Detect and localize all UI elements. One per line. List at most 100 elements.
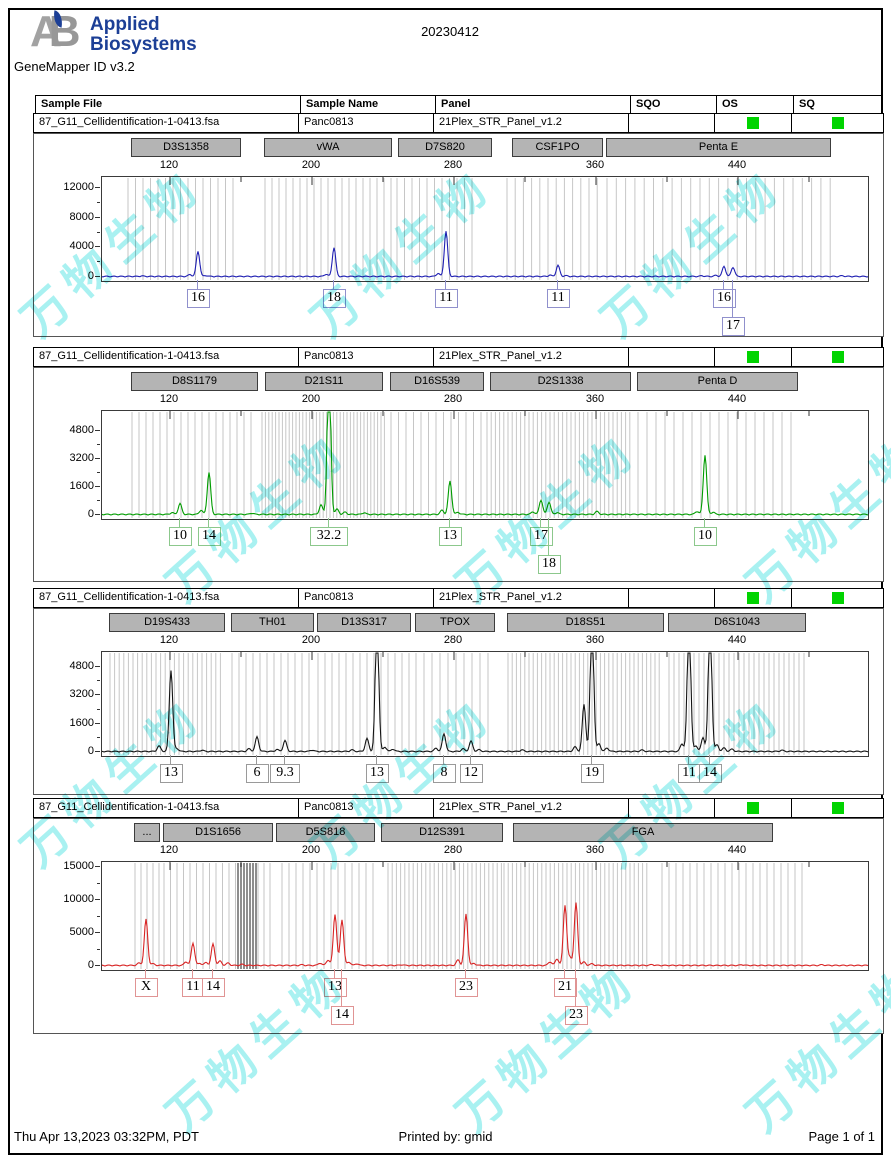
sample-panel-cell: 21Plex_STR_Panel_v1.2	[433, 348, 628, 366]
sample-panel-cell: 21Plex_STR_Panel_v1.2	[433, 589, 628, 607]
x-axis-tick-label: 200	[301, 844, 321, 856]
electropherogram-group: D3S1358 vWA D7S820 CSF1PO Penta E 120 200 280 36…	[33, 133, 884, 337]
column-header-os: OS	[716, 96, 793, 114]
allele-connector-line	[465, 969, 466, 978]
brand-line-2: Biosystems	[90, 34, 197, 55]
x-axis-tick-label: 200	[301, 393, 321, 405]
sample-sqo-cell	[628, 114, 714, 132]
allele-connector-line	[256, 755, 257, 764]
allele-connector-line	[443, 755, 444, 764]
y-axis-tick	[95, 216, 100, 218]
electropherogram-group: D19S433 TH01 D13S317 TPOX D18S51 D6S1043 120 20…	[33, 608, 884, 795]
y-axis-tick-label: 0	[87, 959, 94, 971]
y-axis-minor-tick	[97, 708, 100, 710]
allele-label: 12	[459, 764, 483, 783]
sample-name-cell: Panc0813	[298, 799, 433, 817]
allele-connector-line	[449, 518, 450, 527]
os-pass-indicator	[747, 117, 759, 129]
marker-box: TH01	[231, 613, 314, 632]
os-pass-indicator	[747, 592, 759, 604]
column-header-sqo: SQO	[630, 96, 716, 114]
allele-connector-line	[575, 969, 576, 1006]
marker-box: D2S1338	[490, 372, 631, 391]
sample-os-cell	[714, 114, 791, 132]
sample-panel-cell: 21Plex_STR_Panel_v1.2	[433, 799, 628, 817]
column-header-sq: SQ	[793, 96, 885, 114]
y-axis-tick	[95, 486, 100, 488]
marker-box: TPOX	[415, 613, 495, 632]
y-axis-minor-tick	[97, 500, 100, 502]
sample-sq-cell	[791, 348, 883, 366]
sample-os-cell	[714, 348, 791, 366]
os-pass-indicator	[747, 351, 759, 363]
allele-label: 21	[553, 978, 577, 997]
allele-label: 13	[159, 764, 183, 783]
allele-connector-line	[376, 755, 377, 764]
marker-box: D16S539	[390, 372, 484, 391]
allele-label: 18	[537, 555, 561, 574]
sample-sq-cell	[791, 114, 883, 132]
allele-label: 11	[677, 764, 701, 783]
allele-label: 23	[454, 978, 478, 997]
footer-page-number: Page 1 of 1	[808, 1129, 876, 1144]
app-version: GeneMapper ID v3.2	[14, 59, 135, 74]
allele-label: 17	[721, 317, 745, 336]
marker-box: D5S818	[276, 823, 375, 842]
allele-connector-line	[732, 280, 733, 317]
y-axis-tick	[95, 276, 100, 277]
marker-box: D18S51	[507, 613, 664, 632]
allele-label: 19	[580, 764, 604, 783]
x-axis-tick-label: 280	[443, 634, 463, 646]
allele-label: 14	[201, 978, 225, 997]
allele-connector-line	[208, 518, 209, 527]
y-axis-tick-label: 15000	[63, 860, 94, 873]
allele-label: 32.2	[310, 527, 348, 546]
allele-label: 16	[712, 289, 736, 308]
electropherogram-trace	[102, 652, 868, 753]
allele-connector-line	[212, 969, 213, 978]
marker-box: CSF1PO	[512, 138, 603, 157]
y-axis-tick-label: 10000	[63, 893, 94, 906]
y-axis-minor-tick	[97, 680, 100, 682]
allele-label: 13	[365, 764, 389, 783]
sample-file-cell: 87_G11_Cellidentification-1-0413.fsa	[39, 591, 220, 603]
allele-label: 11	[546, 289, 570, 308]
x-axis-tick-label: 120	[159, 844, 179, 856]
y-axis-minor-tick	[97, 948, 100, 950]
allele-label: 13	[323, 978, 347, 997]
electropherogram-group: D8S1179 D21S11 D16S539 D2S1338 Penta D 120 200…	[33, 367, 884, 582]
marker-box: D21S11	[265, 372, 383, 391]
allele-connector-line	[179, 518, 180, 527]
y-axis-tick	[95, 932, 100, 934]
sample-sqo-cell	[628, 348, 714, 366]
trace-svg	[102, 177, 868, 280]
marker-box: D12S391	[381, 823, 503, 842]
y-axis-tick	[95, 722, 100, 724]
electropherogram-trace	[102, 411, 868, 516]
y-axis-tick	[95, 430, 100, 432]
x-axis-tick-label: 280	[443, 393, 463, 405]
x-axis-tick-label: 280	[443, 844, 463, 856]
report-date: 20230412	[421, 24, 479, 39]
electropherogram-trace	[102, 231, 868, 278]
x-axis-tick-label: 360	[585, 844, 605, 856]
y-axis-tick-label: 3200	[69, 688, 94, 701]
sample-row: 87_G11_Cellidentification-1-0413.fsa Panc…	[33, 347, 884, 367]
sample-sqo-cell	[628, 589, 714, 607]
marker-box: D7S820	[398, 138, 492, 157]
marker-box: Penta E	[606, 138, 831, 157]
x-axis-tick-label: 360	[585, 159, 605, 171]
y-axis-minor-tick	[97, 201, 100, 203]
x-axis-tick-label: 120	[159, 159, 179, 171]
y-axis-tick	[95, 246, 100, 248]
y-axis-tick-label: 0	[87, 270, 94, 282]
y-axis-minor-tick	[97, 736, 100, 738]
allele-label: 23	[564, 1006, 588, 1025]
trace-svg	[102, 652, 868, 755]
marker-box: FGA	[513, 823, 773, 842]
sample-file-cell: 87_G11_Cellidentification-1-0413.fsa	[39, 801, 220, 813]
marker-box: Penta D	[637, 372, 798, 391]
sample-name-cell: Panc0813	[298, 114, 433, 132]
marker-box: D3S1358	[131, 138, 241, 157]
